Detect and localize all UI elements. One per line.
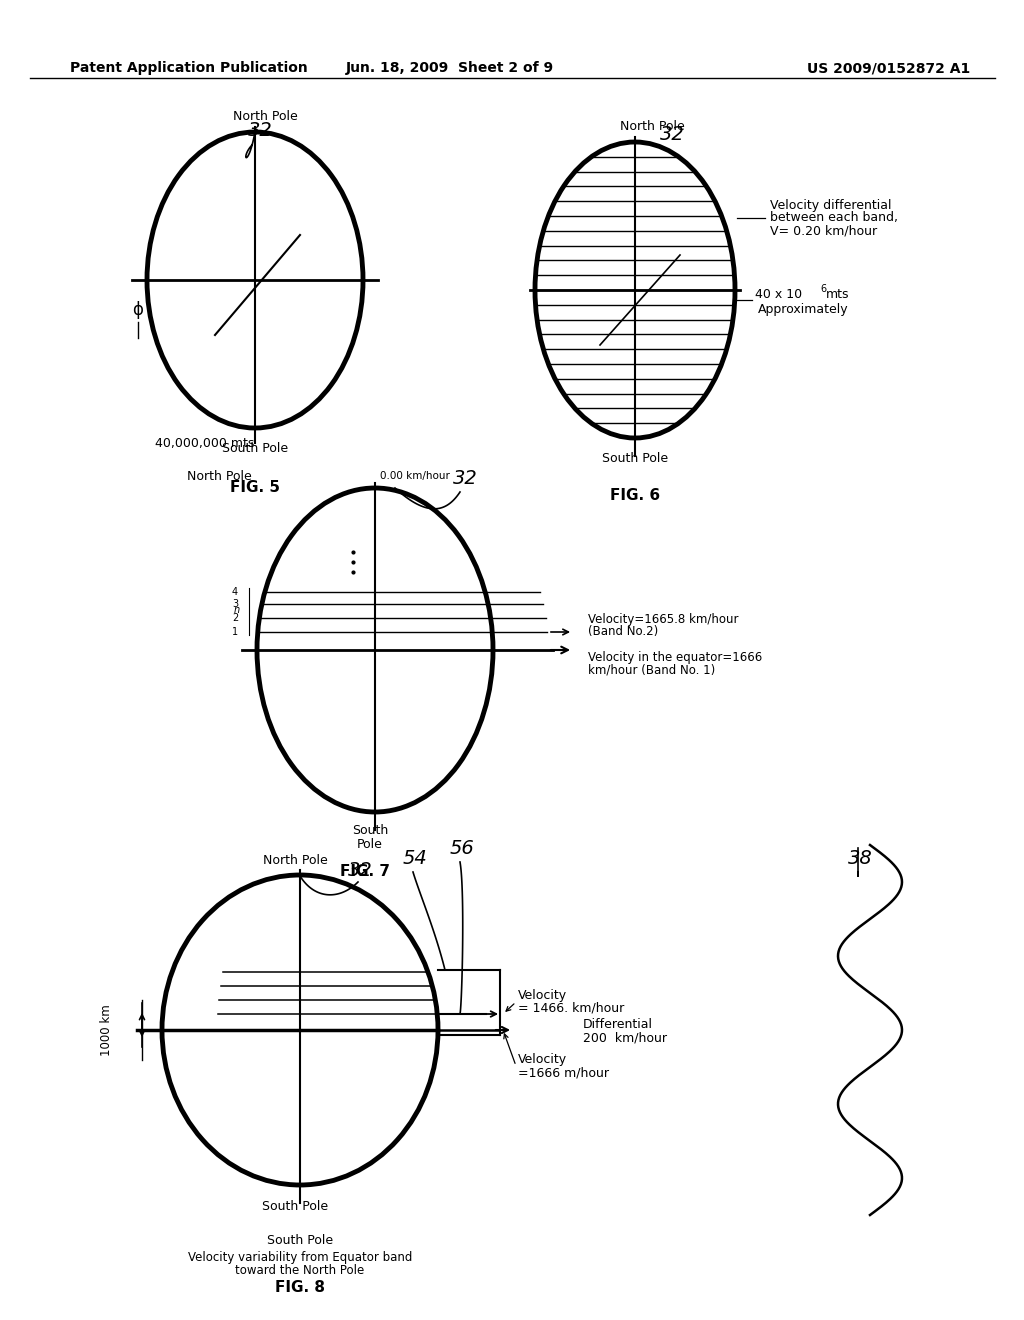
Text: 0.00 km/hour: 0.00 km/hour xyxy=(380,471,450,480)
Text: 2: 2 xyxy=(231,612,239,623)
Text: V= 0.20 km/hour: V= 0.20 km/hour xyxy=(770,224,878,238)
Text: Velocity: Velocity xyxy=(518,1053,567,1067)
Text: FIG. 7: FIG. 7 xyxy=(340,865,390,879)
Text: 200  km/hour: 200 km/hour xyxy=(583,1031,667,1044)
Text: Approximately: Approximately xyxy=(758,304,849,317)
Text: 32: 32 xyxy=(453,469,478,487)
Text: mts: mts xyxy=(826,289,850,301)
Text: Jun. 18, 2009  Sheet 2 of 9: Jun. 18, 2009 Sheet 2 of 9 xyxy=(346,61,554,75)
Text: North Pole: North Pole xyxy=(620,120,685,133)
Text: 1: 1 xyxy=(232,627,238,638)
Text: Velocity differential: Velocity differential xyxy=(770,198,892,211)
Text: 6: 6 xyxy=(820,284,826,294)
Text: Velocity=1665.8 km/hour: Velocity=1665.8 km/hour xyxy=(588,614,738,627)
Text: toward the North Pole: toward the North Pole xyxy=(236,1263,365,1276)
Text: 56: 56 xyxy=(450,838,474,858)
Text: 32: 32 xyxy=(660,125,685,144)
Text: = 1466. km/hour: = 1466. km/hour xyxy=(518,1002,625,1015)
Text: South Pole: South Pole xyxy=(222,441,288,454)
Text: n: n xyxy=(233,605,240,615)
Text: 54: 54 xyxy=(402,849,427,867)
Text: FIG. 8: FIG. 8 xyxy=(275,1280,325,1295)
Text: Velocity variability from Equator band: Velocity variability from Equator band xyxy=(187,1250,413,1263)
Text: 4: 4 xyxy=(232,587,238,597)
Text: South Pole: South Pole xyxy=(262,1200,328,1213)
Text: FIG. 6: FIG. 6 xyxy=(610,488,660,503)
Text: 38: 38 xyxy=(848,849,872,867)
Text: =1666 m/hour: =1666 m/hour xyxy=(518,1067,609,1080)
Text: Velocity in the equator=1666: Velocity in the equator=1666 xyxy=(588,652,762,664)
Text: 32: 32 xyxy=(248,120,272,140)
Text: 32: 32 xyxy=(347,861,373,879)
Text: between each band,: between each band, xyxy=(770,211,898,224)
Text: km/hour (Band No. 1): km/hour (Band No. 1) xyxy=(588,664,715,676)
Text: North Pole: North Pole xyxy=(187,470,252,483)
Text: Velocity: Velocity xyxy=(518,989,567,1002)
Text: South Pole: South Pole xyxy=(602,451,668,465)
Text: Pole: Pole xyxy=(357,837,383,850)
Text: North Pole: North Pole xyxy=(262,854,328,866)
Text: US 2009/0152872 A1: US 2009/0152872 A1 xyxy=(807,61,970,75)
Text: 3: 3 xyxy=(232,599,238,609)
Text: Differential: Differential xyxy=(583,1019,653,1031)
Text: 40,000,000 mts: 40,000,000 mts xyxy=(155,437,254,450)
Text: FIG. 5: FIG. 5 xyxy=(230,480,280,495)
Text: 1000 km: 1000 km xyxy=(100,1005,114,1056)
Text: 40 x 10: 40 x 10 xyxy=(755,289,802,301)
Text: North Pole: North Pole xyxy=(232,111,297,124)
Text: Patent Application Publication: Patent Application Publication xyxy=(70,61,308,75)
Text: ϕ: ϕ xyxy=(132,301,143,319)
Text: South: South xyxy=(352,824,388,837)
Text: South Pole: South Pole xyxy=(267,1233,333,1246)
Text: (Band No.2): (Band No.2) xyxy=(588,626,658,639)
